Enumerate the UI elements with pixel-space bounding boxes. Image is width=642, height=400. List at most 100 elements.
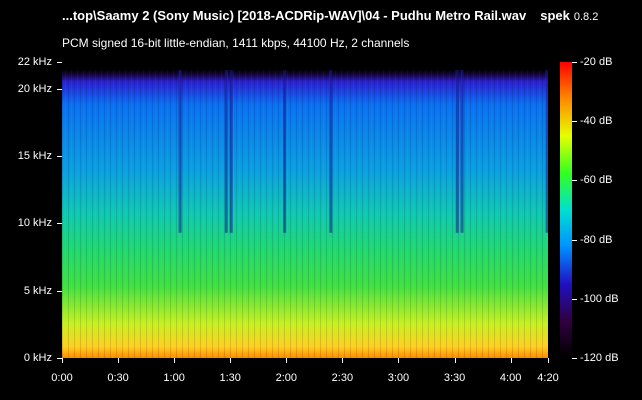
texture-streak xyxy=(437,70,438,358)
texture-streak xyxy=(266,70,267,358)
texture-streak xyxy=(500,70,501,358)
time-tick xyxy=(398,358,400,363)
texture-streak xyxy=(101,70,102,358)
texture-streak xyxy=(326,70,327,358)
time-tick-label: 3:00 xyxy=(387,372,410,384)
texture-streak xyxy=(155,70,156,358)
texture-streak xyxy=(116,70,117,358)
texture-streak xyxy=(467,70,468,358)
texture-streak xyxy=(386,70,387,358)
texture-streak xyxy=(344,70,345,358)
texture-streak xyxy=(428,70,429,358)
texture-streak xyxy=(335,70,336,358)
level-tick xyxy=(572,62,577,63)
spectrum-energy xyxy=(62,70,548,358)
level-tick-label: -100 dB xyxy=(580,292,619,305)
texture-streak xyxy=(332,70,333,358)
texture-streak xyxy=(512,70,513,358)
texture-streak xyxy=(353,70,354,358)
texture-streak xyxy=(260,70,261,358)
texture-streak xyxy=(302,70,303,358)
texture-streak xyxy=(401,70,402,358)
texture-streak xyxy=(62,70,63,358)
texture-streak xyxy=(347,70,348,358)
texture-streak xyxy=(170,70,171,358)
time-tick xyxy=(342,358,344,363)
texture-streak xyxy=(383,70,384,358)
texture-streak xyxy=(434,70,435,358)
texture-streak xyxy=(407,70,408,358)
texture-streak xyxy=(98,70,99,358)
frequency-axis: 22 kHz 20 kHz 15 kHz 10 kHz 5 kHz 0 kHz xyxy=(0,0,52,400)
texture-streak xyxy=(245,70,246,358)
texture-streak xyxy=(95,70,96,358)
texture-streak xyxy=(377,70,378,358)
time-tick-label: 1:00 xyxy=(163,372,185,384)
texture-streak xyxy=(146,70,147,358)
texture-streak xyxy=(167,70,168,358)
texture-streak xyxy=(380,70,381,358)
texture-streak xyxy=(356,70,357,358)
time-tick-label: 2:00 xyxy=(275,372,298,384)
texture-streak xyxy=(119,70,120,358)
texture-streak xyxy=(233,70,234,358)
color-scale-bar xyxy=(560,62,572,358)
texture-streak xyxy=(122,70,123,358)
texture-streak xyxy=(296,70,297,358)
texture-streak xyxy=(371,70,372,358)
level-tick-label: -60 dB xyxy=(580,174,613,187)
texture-streak xyxy=(80,70,81,358)
texture-streak xyxy=(545,70,546,358)
texture-streak xyxy=(476,70,477,358)
texture-streak xyxy=(68,70,69,358)
texture-streak xyxy=(311,70,312,358)
texture-streak xyxy=(113,70,114,358)
frequency-tick xyxy=(57,358,62,359)
frequency-tick xyxy=(57,62,62,63)
texture-streak xyxy=(161,70,162,358)
texture-streak xyxy=(71,70,72,358)
texture-streak xyxy=(488,70,489,358)
texture-streak xyxy=(197,70,198,358)
level-tick-label: -40 dB xyxy=(580,115,613,128)
level-tick xyxy=(572,239,577,241)
time-tick-label: 3:30 xyxy=(443,372,466,384)
texture-streak xyxy=(110,70,111,358)
texture-streak xyxy=(389,70,390,358)
frequency-tick xyxy=(57,156,62,158)
color-scale-gradient xyxy=(560,62,572,358)
level-tick-label: -120 dB xyxy=(580,352,619,364)
time-tick-label: 4:20 xyxy=(537,372,559,384)
app-version: 0.8.2 xyxy=(573,11,599,23)
app-name: spek xyxy=(540,8,570,23)
level-tick xyxy=(572,298,577,300)
texture-streak xyxy=(74,70,75,358)
frequency-tick-label: 0 kHz xyxy=(23,352,52,364)
time-tick xyxy=(230,358,232,363)
texture-streak xyxy=(317,70,318,358)
frequency-tick-label: 20 kHz xyxy=(17,82,52,95)
time-tick-label: 0:30 xyxy=(107,372,129,384)
texture-streak xyxy=(221,70,222,358)
texture-streak xyxy=(323,70,324,358)
file-title: ...top\Saamy 2 (Sony Music) [2018-ACDRip… xyxy=(62,8,527,23)
texture-streak xyxy=(227,70,228,358)
level-tick xyxy=(572,180,577,182)
spectrogram xyxy=(62,62,548,358)
texture-streak xyxy=(203,70,204,358)
spectrogram-canvas xyxy=(62,70,548,358)
texture-streak xyxy=(269,70,270,358)
texture-streak xyxy=(104,70,105,358)
time-tick xyxy=(286,358,288,363)
quiet-segment xyxy=(460,70,464,233)
texture-streak xyxy=(173,70,174,358)
texture-streak xyxy=(185,70,186,358)
texture-streak xyxy=(518,70,519,358)
texture-streak xyxy=(191,70,192,358)
texture-streak xyxy=(257,70,258,358)
level-tick-label: -80 dB xyxy=(580,233,613,246)
texture-streak xyxy=(506,70,507,358)
texture-streak xyxy=(491,70,492,358)
texture-streak xyxy=(83,70,84,358)
time-tick xyxy=(454,358,456,363)
